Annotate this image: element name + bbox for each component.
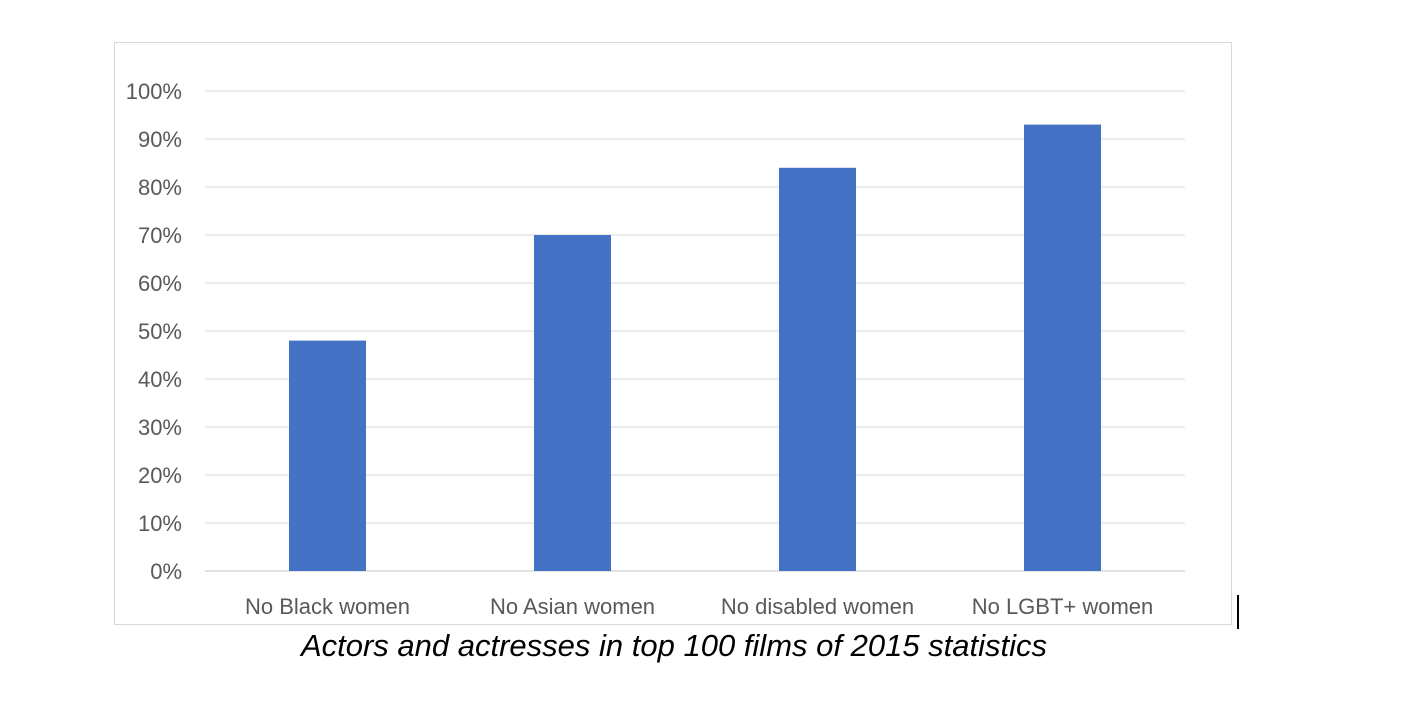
chart-area: 0% 10% 20% 30% 40% 50% 60% 70% 80% 90% 100% No Bla… bbox=[114, 42, 1232, 625]
y-tick-label: 10% bbox=[138, 511, 182, 536]
y-tick-label: 20% bbox=[138, 463, 182, 488]
bars bbox=[289, 124, 1101, 572]
y-tick-label: 30% bbox=[138, 415, 182, 440]
text-cursor bbox=[1237, 595, 1239, 629]
x-category-label: No Black women bbox=[245, 594, 410, 619]
bar bbox=[289, 340, 366, 571]
x-category-label: No LGBT+ women bbox=[972, 594, 1154, 619]
x-category-label: No disabled women bbox=[721, 594, 914, 619]
y-tick-label: 80% bbox=[138, 175, 182, 200]
bar bbox=[1024, 124, 1101, 571]
y-tick-label: 60% bbox=[138, 271, 182, 296]
bar-chart: 0% 10% 20% 30% 40% 50% 60% 70% 80% 90% 100% No Bla… bbox=[126, 79, 1185, 619]
chart-caption: Actors and actresses in top 100 films of… bbox=[300, 628, 1048, 663]
bar bbox=[534, 235, 611, 571]
x-axis-category-labels: No Black women No Asian women No disabled … bbox=[245, 594, 1153, 619]
y-axis-tick-labels: 0% 10% 20% 30% 40% 50% 60% 70% 80% 90% 100% bbox=[126, 79, 182, 584]
bar bbox=[779, 167, 856, 572]
y-tick-label: 0% bbox=[150, 559, 182, 584]
y-tick-label: 70% bbox=[138, 223, 182, 248]
y-tick-label: 40% bbox=[138, 367, 182, 392]
y-tick-label: 50% bbox=[138, 319, 182, 344]
gridlines bbox=[205, 90, 1185, 572]
y-tick-label: 90% bbox=[138, 127, 182, 152]
y-tick-label: 100% bbox=[126, 79, 182, 104]
x-category-label: No Asian women bbox=[490, 594, 655, 619]
